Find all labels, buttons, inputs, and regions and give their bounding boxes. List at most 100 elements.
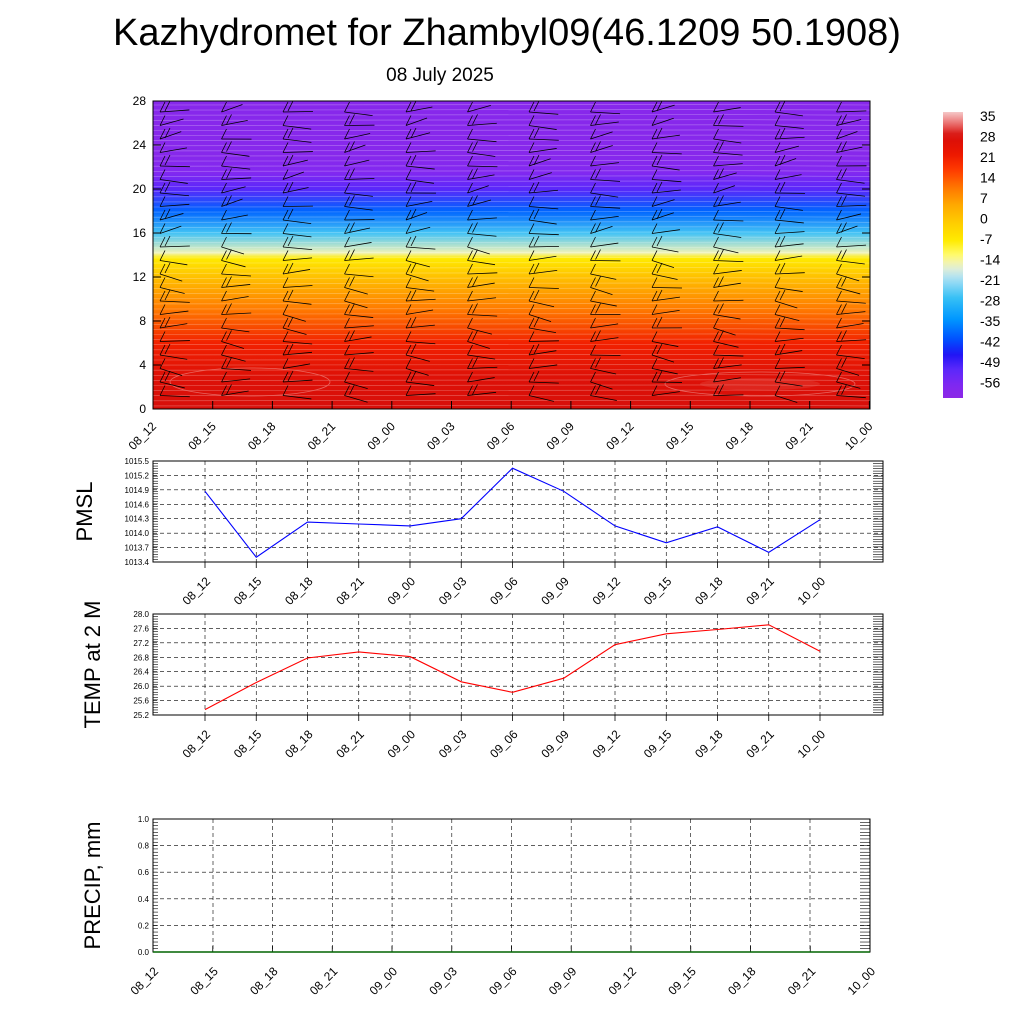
wind-barb-shaft: [159, 395, 190, 398]
temperature-cross-section: 0 4 8 12 16 20 24 28 08_12 08_15 08_18 08_21 09_00 09…: [126, 94, 876, 453]
wind-barb-feather: [651, 263, 658, 275]
wind-barb-feather: [349, 276, 355, 287]
x-tick-label: 08_12: [180, 574, 214, 608]
wind-barb-feather: [528, 317, 535, 329]
wind-barb-feather: [410, 181, 417, 193]
wind-barb-shaft: [344, 368, 374, 372]
y-tick-label: 1014.9: [125, 486, 150, 495]
wind-barb-shaft: [836, 244, 867, 248]
wind-barb-shaft: [528, 314, 552, 322]
wind-barb-feather: [590, 290, 596, 302]
wind-barb-shaft: [344, 325, 374, 329]
wind-barb-shaft: [221, 378, 251, 383]
colorbar-label: -7: [980, 231, 993, 247]
wind-barb-feather: [467, 155, 473, 167]
wind-barb-feather: [467, 263, 473, 275]
wind-barb-feather: [226, 276, 232, 287]
wind-barb-shaft: [405, 324, 435, 329]
x-tick-label: 09_18: [692, 574, 726, 608]
wind-barb-feather: [718, 249, 724, 260]
wind-barb-feather: [159, 290, 166, 302]
wind-barb-feather: [472, 114, 478, 125]
wind-barb-feather: [472, 168, 478, 179]
wind-barb-feather: [651, 344, 658, 356]
wind-barb-shaft: [651, 199, 675, 207]
wind-barb-shaft: [221, 186, 246, 194]
x-tick-label: 09_00: [367, 964, 401, 998]
wind-barb-feather: [774, 263, 781, 275]
wind-barb-shaft: [651, 229, 680, 234]
wind-barb-feather: [595, 384, 601, 395]
wind-barb-feather: [595, 357, 601, 368]
wind-barb-feather: [836, 263, 842, 275]
wind-barb-feather: [405, 236, 412, 248]
wind-barb-shaft: [774, 287, 803, 292]
wind-barb-feather: [651, 169, 658, 180]
wind-barb-feather: [528, 155, 535, 167]
wind-barb-feather: [221, 277, 227, 288]
wind-barb-feather: [528, 358, 535, 369]
wind-barb-shaft: [651, 117, 674, 126]
wind-barb-feather: [528, 277, 535, 288]
wind-barb-shaft: [774, 231, 805, 234]
wind-barb-shaft: [405, 179, 434, 184]
wind-barb-shaft: [836, 381, 861, 389]
wind-barb-feather: [779, 235, 786, 247]
wind-barb-shaft: [590, 111, 621, 115]
wind-barb-feather: [841, 357, 847, 368]
wind-barb-feather: [651, 142, 658, 153]
wind-barb-shaft: [774, 350, 803, 356]
wind-barb-shaft: [405, 226, 431, 234]
wind-barb-shaft: [651, 354, 675, 363]
wind-barb-feather: [841, 195, 847, 206]
wind-barb-shaft: [836, 323, 864, 329]
wind-barb-feather: [774, 196, 781, 207]
wind-barb-feather: [656, 289, 663, 301]
wind-barb-feather: [836, 304, 842, 315]
wind-barb-feather: [651, 358, 658, 369]
wind-barb-shaft: [590, 395, 617, 401]
y-tick-label: 27.2: [133, 639, 149, 648]
wind-barb-feather: [651, 101, 658, 113]
wind-barb-shaft: [405, 298, 436, 302]
wind-barb-feather: [282, 142, 289, 153]
wind-barb-feather: [651, 236, 658, 248]
wind-barb-feather: [656, 154, 663, 166]
wind-barb-shaft: [651, 246, 679, 253]
wind-barb-feather: [226, 168, 232, 179]
wind-barb-feather: [528, 344, 535, 356]
wind-barb-shaft: [221, 368, 252, 371]
y-tick-label: 4: [139, 358, 146, 372]
wind-barb-feather: [779, 370, 786, 382]
wind-barb-shaft: [651, 287, 682, 289]
wind-barb-shaft: [467, 152, 496, 157]
wind-barb-feather: [405, 304, 412, 315]
wind-barb-feather: [282, 263, 289, 275]
wind-barbs: [159, 101, 867, 403]
wind-barb-feather: [774, 142, 781, 153]
wind-barb-feather: [713, 155, 719, 167]
wind-barb-shaft: [221, 284, 251, 288]
wind-barb-feather: [164, 316, 171, 328]
wind-barb-shaft: [590, 287, 613, 296]
wind-barb-feather: [528, 263, 535, 275]
wind-barb-feather: [221, 196, 227, 207]
wind-barb-feather: [836, 385, 842, 396]
wind-barb-feather: [528, 115, 535, 126]
wind-barb-feather: [410, 289, 417, 301]
wind-barb-shaft: [282, 327, 307, 335]
wind-barb-shaft: [528, 327, 557, 334]
x-tick-label: 08_15: [185, 419, 219, 453]
wind-barb-feather: [405, 182, 412, 194]
wind-barb-feather: [836, 209, 842, 221]
wind-barb-shaft: [836, 300, 866, 304]
y-tick-label: 27.6: [133, 624, 149, 633]
wind-barb-feather: [713, 290, 719, 302]
wind-barb-feather: [467, 196, 473, 207]
wind-barb-feather: [533, 181, 540, 193]
wind-barb-feather: [344, 182, 350, 194]
wind-barb-shaft: [467, 341, 490, 349]
wind-barb-shaft: [836, 339, 867, 342]
wind-barb-shaft: [836, 119, 862, 126]
wind-barb-feather: [282, 209, 289, 221]
